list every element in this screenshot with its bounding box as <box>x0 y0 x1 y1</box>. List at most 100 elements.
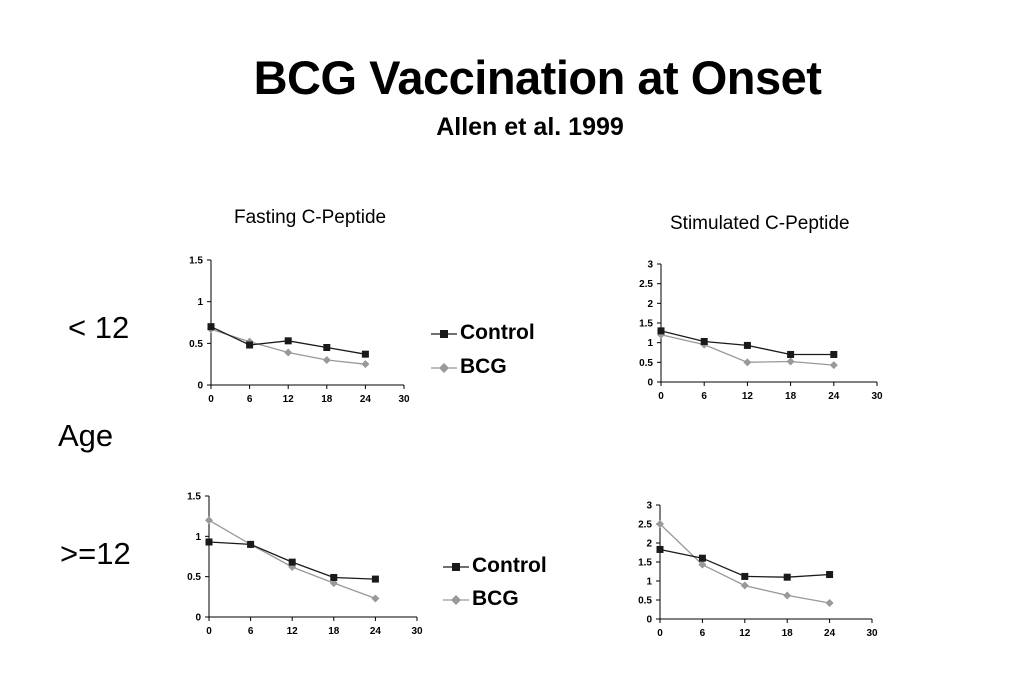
control-data-point <box>205 538 213 546</box>
y-tick-label: 2 <box>646 539 652 550</box>
x-tick-label: 12 <box>739 628 751 639</box>
fasting-column-header: Fasting C-Peptide <box>234 207 387 228</box>
bcg-data-point <box>329 579 338 588</box>
x-tick-label: 18 <box>321 394 333 405</box>
bcg-data-point <box>783 591 792 600</box>
page-subtitle: Allen et al. 1999 <box>436 113 624 141</box>
bcg-data-point <box>825 599 834 608</box>
control-data-point <box>323 344 331 351</box>
y-tick-label: 1.5 <box>189 256 203 267</box>
bcg-data-point <box>829 361 838 370</box>
chart-fasting-under-12: 0 0.5 1 1.5 0 6 12 18 24 30 <box>189 256 410 406</box>
x-tick-label: 18 <box>782 628 794 639</box>
x-tick-label: 6 <box>248 626 254 637</box>
bcg-data-point <box>205 516 213 525</box>
bcg-marker-icon <box>431 363 457 373</box>
x-tick-label: 12 <box>287 626 299 637</box>
control-data-point <box>698 554 706 562</box>
bcg-data-point <box>322 356 331 364</box>
legend-label-control: Control <box>460 321 535 344</box>
y-tick-label: 0.5 <box>639 358 653 369</box>
y-tick-label: 0.5 <box>638 596 652 607</box>
control-marker-icon <box>443 563 469 571</box>
x-tick-label: 24 <box>824 628 836 639</box>
x-tick-label: 24 <box>360 394 372 405</box>
y-tick-label: 2 <box>647 299 653 310</box>
y-tick-label: 0 <box>195 613 201 624</box>
control-data-point <box>361 350 369 358</box>
control-data-point <box>246 341 254 349</box>
control-data-point <box>288 558 296 566</box>
x-tick-label: 24 <box>828 391 840 402</box>
control-data-point <box>656 545 664 553</box>
legend-label-bcg: BCG <box>460 355 507 378</box>
y-tick-label: 3 <box>647 260 653 271</box>
control-data-point <box>787 350 795 358</box>
control-data-point <box>700 337 708 345</box>
y-tick-label: 0 <box>197 381 203 392</box>
bcg-data-point <box>786 357 795 366</box>
y-tick-label: 1.5 <box>638 558 652 569</box>
bcg-series-line <box>210 328 366 365</box>
legend-item-control: Control <box>430 321 580 347</box>
bcg-data-point <box>740 581 749 590</box>
page-title: BCG Vaccination at Onset <box>253 51 822 104</box>
age-under-12-label: < 12 <box>68 310 130 345</box>
y-tick-label: 1 <box>647 338 653 349</box>
x-tick-label: 12 <box>742 391 754 402</box>
y-tick-label: 0 <box>647 378 653 389</box>
control-data-point <box>826 571 834 579</box>
age-axis-label: Age <box>58 418 114 453</box>
bcg-series-line <box>659 523 830 604</box>
control-data-point <box>743 341 751 349</box>
bcg-data-point <box>657 330 665 339</box>
x-tick-label: 18 <box>328 626 340 637</box>
x-tick-label: 30 <box>398 394 410 405</box>
legend-item-bcg: BCG <box>442 587 592 613</box>
stimulated-column-header: Stimulated C-Peptide <box>670 213 850 234</box>
x-tick-label: 30 <box>411 626 423 637</box>
bcg-data-point <box>656 520 664 528</box>
chart-fasting-12-plus: 0 0.5 1 1.5 0 6 12 18 24 30 <box>187 492 423 638</box>
control-data-point <box>330 573 338 581</box>
control-data-point <box>371 575 379 583</box>
legend-label-control: Control <box>472 554 547 577</box>
bcg-marker-icon <box>443 595 469 605</box>
x-tick-label: 18 <box>785 391 797 402</box>
control-marker-icon <box>431 330 457 338</box>
y-tick-label: 2.5 <box>638 520 652 531</box>
bcg-data-point <box>284 348 293 357</box>
legend-item-control: Control <box>442 554 592 580</box>
control-data-point <box>284 337 292 345</box>
y-tick-label: 1 <box>197 297 203 308</box>
chart-stimulated-12-plus: 00.511.522.530 6 12 18 24 30 <box>638 501 878 640</box>
y-tick-label: 1.5 <box>639 319 653 330</box>
age-12-plus-label: >=12 <box>60 536 131 571</box>
y-tick-label: 3 <box>646 501 652 512</box>
legend-label-bcg: BCG <box>472 587 519 610</box>
x-tick-label: 6 <box>247 394 253 405</box>
y-tick-label: 1.5 <box>187 492 201 503</box>
bcg-data-point <box>743 358 752 367</box>
y-tick-label: 0.5 <box>187 572 201 583</box>
legend-item-bcg: BCG <box>430 355 580 381</box>
x-tick-label: 0 <box>206 626 212 637</box>
control-data-point <box>741 572 749 580</box>
control-data-point <box>247 540 255 548</box>
x-tick-label: 24 <box>370 626 382 637</box>
control-data-point <box>657 327 665 335</box>
y-tick-label: 1 <box>195 532 201 543</box>
x-tick-label: 6 <box>701 391 707 402</box>
x-tick-label: 12 <box>283 394 295 405</box>
control-data-point <box>830 350 838 358</box>
bcg-data-point <box>371 594 380 603</box>
control-data-point <box>207 323 215 331</box>
y-tick-label: 2.5 <box>639 279 653 290</box>
x-tick-label: 30 <box>871 391 883 402</box>
chart-stimulated-under-12: 00.511.522.530 6 12 18 24 30 <box>639 260 883 403</box>
x-tick-label: 0 <box>658 391 664 402</box>
x-tick-label: 0 <box>208 394 214 405</box>
bcg-data-point <box>361 360 370 369</box>
y-tick-label: 0.5 <box>189 339 203 350</box>
y-tick-label: 0 <box>646 615 652 626</box>
